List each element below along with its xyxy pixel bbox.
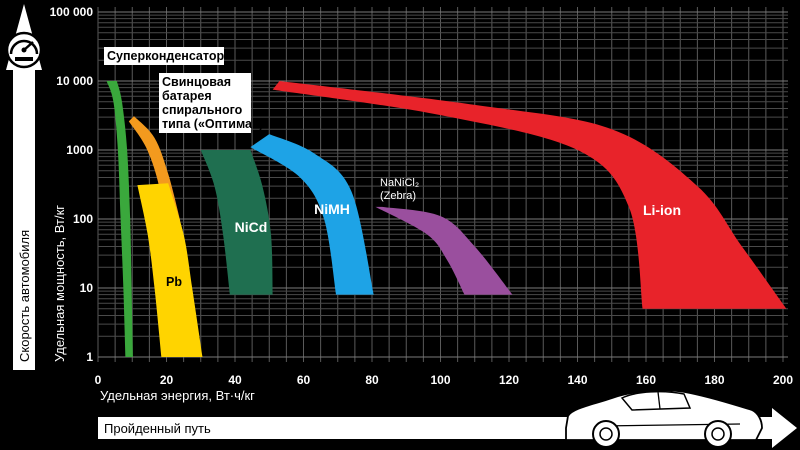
- series-label-line: NiCd: [235, 219, 268, 235]
- series-label-line: Pb: [166, 275, 182, 289]
- y-tick-label: 100: [73, 212, 93, 226]
- y-axis-label: Удельная мощность, Вт/кг: [52, 205, 67, 362]
- series-label-line: Суперконденсатор: [107, 49, 224, 63]
- x-tick-label: 200: [773, 373, 793, 387]
- x-tick-label: 0: [95, 373, 102, 387]
- series-label-line: NaNiCl₂: [380, 177, 419, 189]
- y-tick-label: 10 000: [56, 74, 93, 88]
- series-area-суперконденсатор: [106, 81, 133, 357]
- car-icon: [565, 389, 763, 448]
- series-area-nimh: [250, 134, 374, 295]
- x-tick-label: 40: [228, 373, 242, 387]
- series-label-li-ion: Li-ion: [643, 202, 681, 218]
- series-label-line: спирального: [162, 103, 243, 117]
- series-label-line: Свинцовая: [162, 75, 231, 89]
- x-tick-label: 120: [499, 373, 519, 387]
- series-area-pb: [137, 183, 203, 357]
- speedometer-icon: [5, 31, 43, 69]
- y-tick-label: 100 000: [50, 5, 94, 19]
- x-tick-label: 80: [365, 373, 379, 387]
- series-label-line: Li-ion: [643, 202, 681, 218]
- series-label-nicd: NiCd: [235, 219, 268, 235]
- series-label-line: NiMH: [314, 201, 350, 217]
- x-tick-label: 140: [567, 373, 587, 387]
- axis-ticks: 0 20 40 60 80 100 120 140 160 180 200 1 10 100 1000 10 …: [50, 5, 794, 387]
- y-tick-label: 1000: [66, 143, 93, 157]
- series-area-nicd: [200, 150, 273, 295]
- x-tick-label: 100: [430, 373, 450, 387]
- series-label-суперконденсатор: Суперконденсатор: [107, 49, 224, 63]
- series-areas: [106, 81, 787, 357]
- series-label-background: [104, 47, 224, 65]
- series-label-pb: Pb: [166, 275, 182, 289]
- y-tick-label: 1: [86, 350, 93, 364]
- y-tick-label: 10: [80, 281, 94, 295]
- series-label-nimh: NiMH: [314, 201, 350, 217]
- x-tick-label: 160: [636, 373, 656, 387]
- series-label-background: [159, 73, 251, 133]
- series-label-line: (Zebra): [380, 190, 416, 202]
- series-area-nanicl-zebra: [375, 206, 513, 295]
- x-tick-label: 60: [297, 373, 311, 387]
- series-label-line: батарея: [162, 89, 212, 103]
- series-label-свинцовая-батарея-спирального-типа-оптима: Свинцовая батарея спирального типа («Оптима…: [162, 75, 263, 131]
- series-labels: Суперконденсатор Свинцовая батарея спиральн…: [104, 47, 681, 289]
- series-area-li-ion: [272, 81, 787, 309]
- x-tick-label: 20: [160, 373, 174, 387]
- distance-label: Пройденный путь: [104, 421, 211, 436]
- x-tick-label: 180: [704, 373, 724, 387]
- series-label-line: типа («Оптима»): [162, 117, 263, 131]
- x-axis-label: Удельная энергия, Вт·ч/кг: [100, 388, 255, 403]
- series-label-nanicl-zebra: NaNiCl₂ (Zebra): [380, 177, 419, 202]
- speed-label: Скорость автомобиля: [17, 230, 32, 362]
